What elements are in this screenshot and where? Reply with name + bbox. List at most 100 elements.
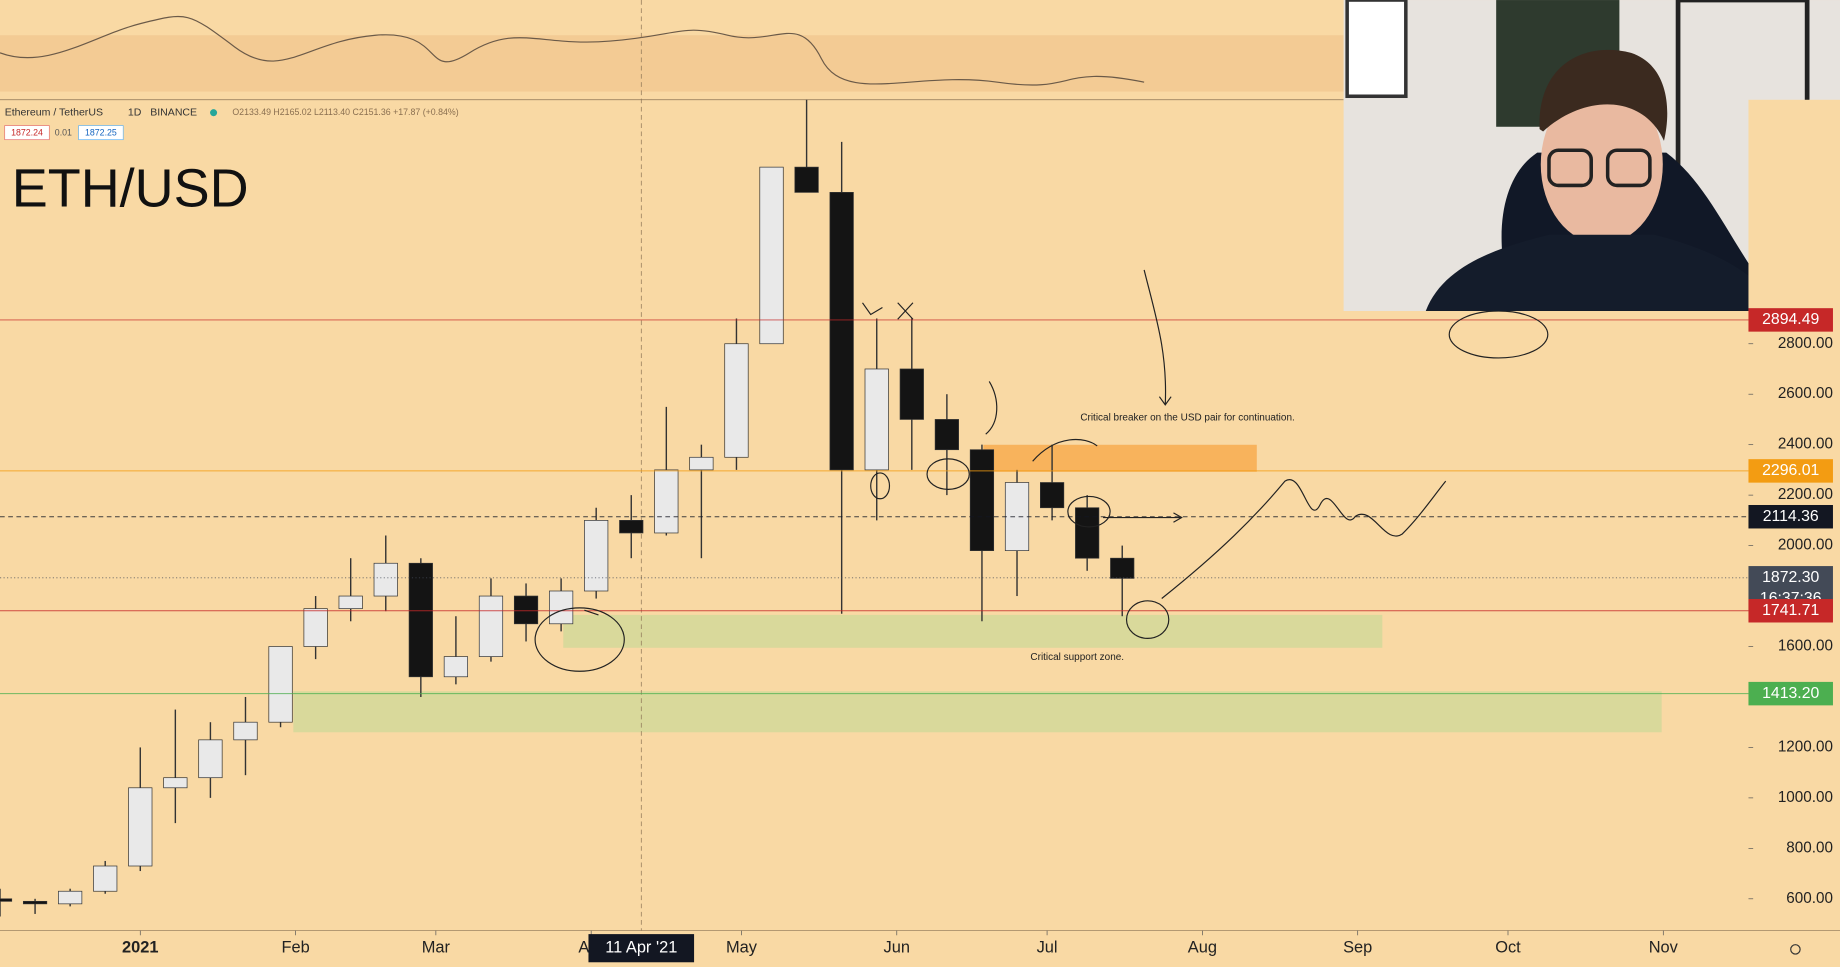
price-label-box	[1748, 681, 1833, 706]
x-tick-label: Oct	[1495, 939, 1521, 957]
bid: 1872.24	[11, 128, 43, 138]
drawing	[1161, 479, 1447, 599]
x-tick-label: May	[726, 939, 758, 957]
drawing	[870, 472, 891, 500]
price-label: 2114.36	[1763, 508, 1819, 525]
support-zone	[293, 691, 1662, 733]
candle-body	[899, 368, 924, 420]
drawing	[584, 438, 1098, 616]
time-axis	[0, 930, 1840, 967]
drawing	[1143, 269, 1172, 406]
price-label: 1872.30	[1762, 569, 1819, 586]
candle-body	[513, 595, 539, 625]
glasses	[1605, 148, 1652, 188]
x-tick-label: Nov	[1649, 939, 1679, 957]
exchange: BINANCE	[150, 106, 197, 118]
y-tick-label: 1000.00	[1778, 789, 1833, 806]
candle-body	[443, 656, 468, 678]
status-dot	[210, 109, 218, 117]
y-tick-label: 2600.00	[1778, 385, 1833, 402]
hand-drawings	[534, 269, 1549, 672]
x-tick-label: Sep	[1343, 939, 1372, 957]
price-label: 2894.49	[1762, 311, 1819, 328]
candle-body	[128, 787, 153, 867]
candle-body	[373, 562, 398, 597]
crosshair-time-box	[588, 934, 695, 963]
candle-body	[0, 898, 13, 902]
candle-body	[1040, 482, 1065, 509]
price-label: 1413.20	[1762, 685, 1819, 702]
candle-body	[233, 721, 258, 741]
candle-body	[654, 469, 679, 534]
y-tick-label: 2000.00	[1778, 537, 1833, 554]
candle-body	[408, 562, 433, 678]
x-tick-label: Aug	[1188, 939, 1217, 957]
drawing	[1103, 512, 1183, 523]
y-tick-label: 1600.00	[1778, 638, 1833, 655]
y-tick-label: 2200.00	[1778, 486, 1833, 503]
x-tick-label: Mar	[422, 939, 451, 957]
drawing	[1067, 495, 1111, 528]
ohlc: O2133.49 H2165.02 L2113.40 C2151.36 +17.…	[232, 107, 458, 117]
spread: 0.01	[55, 128, 72, 138]
hair	[1539, 49, 1668, 141]
settings-button[interactable]	[1790, 944, 1801, 955]
candle-body	[93, 865, 118, 892]
candle-body	[1075, 507, 1100, 559]
x-tick-label: Feb	[281, 939, 309, 957]
candle-body	[163, 777, 188, 789]
interval: 1D	[128, 106, 142, 118]
drawing	[985, 381, 998, 435]
wall-frame	[1345, 0, 1408, 99]
crosshair-time-label: 11 Apr '21	[605, 939, 677, 957]
face	[1540, 84, 1663, 245]
y-tick-label: 2800.00	[1778, 335, 1833, 352]
y-tick-label: 600.00	[1786, 890, 1833, 907]
candle-body	[1004, 482, 1030, 551]
candle-body	[303, 608, 328, 647]
drawing	[1125, 600, 1170, 639]
y-tick-label: 800.00	[1786, 839, 1833, 856]
candle-body	[584, 520, 609, 592]
overlay-title: ETH/USD	[12, 159, 249, 219]
candle-body	[549, 590, 574, 625]
y-tick-label: 1200.00	[1778, 738, 1833, 755]
drawing	[534, 607, 625, 672]
shirt	[1425, 234, 1778, 311]
ask-box	[78, 125, 124, 141]
candle-body	[22, 900, 48, 905]
x-tick-label: Jun	[884, 939, 910, 957]
price-label-box	[1748, 459, 1833, 483]
price-label: 2296.01	[1762, 462, 1819, 479]
drawing	[926, 458, 970, 490]
support-zone	[563, 614, 1383, 648]
candle-body	[969, 449, 995, 551]
bid-box	[4, 125, 50, 141]
candle-body	[478, 595, 504, 657]
ask: 1872.25	[85, 128, 117, 138]
candle-body	[759, 166, 784, 345]
indicator-line	[0, 15, 1145, 86]
candle-body	[268, 646, 293, 723]
annotation: Critical breaker on the USD pair for con…	[1080, 412, 1294, 423]
resistance-zone	[983, 444, 1257, 472]
price-label-box	[1748, 308, 1833, 332]
candle-body	[724, 343, 749, 458]
x-tick-label: 2021	[122, 939, 159, 957]
indicator-band	[0, 35, 1344, 92]
candle-body	[58, 890, 83, 905]
drawing	[862, 302, 914, 320]
candle-body	[864, 368, 889, 471]
candle-body	[689, 456, 714, 471]
candle-body	[829, 192, 854, 471]
price-label: 1741.71	[1762, 602, 1819, 619]
candle-body	[198, 739, 223, 779]
candle-body	[934, 419, 959, 451]
candle-body	[338, 595, 363, 610]
y-tick-label: 2400.00	[1778, 436, 1833, 453]
symbol: Ethereum / TetherUS	[5, 106, 103, 118]
candle-body	[794, 166, 819, 193]
price-label-box	[1748, 504, 1833, 529]
